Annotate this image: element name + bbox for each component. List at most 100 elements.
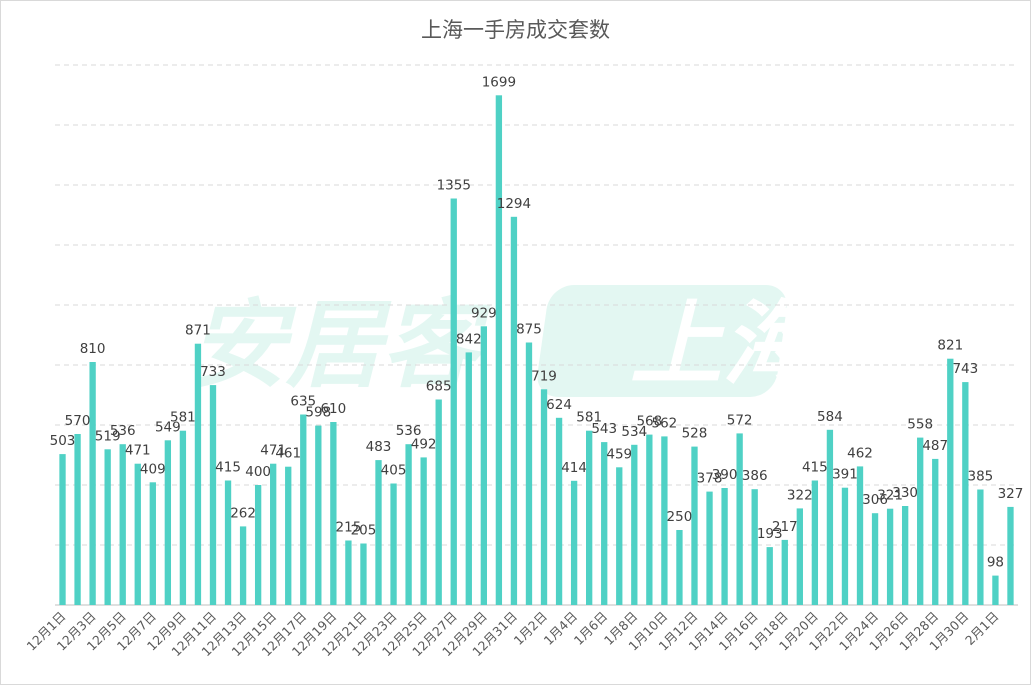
data-label: 624	[546, 397, 572, 413]
bar	[254, 485, 262, 605]
data-label: 250	[667, 509, 693, 525]
data-label: 719	[531, 368, 557, 384]
data-label: 215	[336, 520, 362, 536]
data-label: 543	[591, 421, 617, 437]
data-label: 385	[967, 469, 993, 485]
bar	[631, 444, 638, 605]
data-label: 534	[621, 424, 647, 440]
bar	[209, 385, 217, 605]
bar	[450, 198, 457, 605]
data-label: 558	[907, 417, 933, 433]
data-label: 492	[411, 436, 437, 452]
bar	[691, 446, 698, 605]
x-tick-label: 2月1日	[962, 609, 1002, 649]
data-label: 685	[426, 379, 452, 395]
data-label: 743	[952, 361, 978, 377]
data-label: 322	[787, 487, 813, 503]
data-label: 471	[125, 443, 151, 459]
bar	[270, 463, 277, 605]
data-label: 1355	[437, 178, 471, 194]
bar	[435, 399, 442, 605]
bar	[586, 430, 593, 605]
data-label: 306	[862, 492, 888, 508]
bar	[661, 436, 668, 605]
bar	[646, 434, 653, 605]
data-label: 570	[65, 413, 91, 429]
data-label: 409	[140, 461, 166, 477]
data-label: 321	[877, 488, 903, 504]
bar	[525, 342, 533, 605]
data-label: 562	[652, 415, 678, 431]
data-label: 1699	[482, 74, 516, 90]
bar	[285, 466, 292, 605]
bar	[1007, 506, 1014, 605]
bar	[134, 463, 141, 605]
data-label: 378	[697, 471, 723, 487]
watermark: 安居客 上海	[190, 285, 827, 401]
data-label: 842	[456, 331, 482, 347]
bar	[917, 437, 924, 605]
chart-title: 上海一手房成交套数	[421, 18, 610, 42]
data-label: 400	[245, 464, 271, 480]
bar	[164, 440, 172, 605]
bar	[766, 547, 773, 605]
bar	[962, 382, 969, 605]
bar	[405, 444, 412, 605]
watermark-city-text: 上海	[630, 291, 827, 398]
bar	[59, 454, 66, 605]
watermark-badge	[537, 285, 787, 397]
bar	[901, 506, 909, 605]
data-label: 386	[742, 468, 768, 484]
bar	[811, 480, 819, 605]
bar	[179, 430, 187, 605]
bar	[390, 483, 397, 605]
data-label: 581	[170, 410, 196, 426]
bar	[781, 539, 788, 605]
bar	[540, 389, 548, 605]
data-label: 217	[772, 519, 798, 535]
data-label: 415	[215, 460, 241, 476]
data-label: 405	[381, 463, 407, 479]
data-label: 330	[892, 485, 918, 501]
bar	[239, 526, 247, 605]
data-label: 610	[320, 401, 346, 417]
data-label: 414	[561, 460, 587, 476]
bar	[420, 457, 427, 605]
data-label: 871	[185, 323, 211, 339]
data-label: 483	[366, 439, 392, 455]
data-label: 598	[305, 405, 331, 421]
bar	[570, 480, 578, 605]
data-label: 462	[847, 445, 873, 461]
bar	[510, 216, 518, 606]
bar	[104, 449, 111, 605]
data-label: 487	[922, 438, 948, 454]
bar	[300, 414, 307, 605]
bar	[886, 508, 894, 605]
bar	[555, 417, 563, 605]
data-label: 528	[682, 426, 708, 442]
bar	[224, 480, 232, 605]
data-label: 584	[817, 409, 843, 425]
data-label: 635	[290, 394, 316, 410]
bar	[736, 433, 743, 605]
bar	[992, 575, 999, 605]
data-label: 503	[50, 433, 76, 449]
bar	[315, 425, 322, 605]
data-label: 568	[636, 414, 662, 430]
data-label: 391	[832, 467, 858, 483]
data-label: 262	[230, 505, 256, 521]
data-label: 98	[987, 555, 1004, 571]
data-label: 205	[351, 523, 377, 539]
bar	[947, 358, 954, 605]
data-label: 733	[200, 364, 226, 380]
bar	[480, 326, 487, 605]
bar	[194, 343, 202, 605]
bar	[119, 444, 126, 605]
bar	[601, 442, 608, 605]
bar	[721, 488, 728, 605]
bar	[375, 460, 382, 605]
data-label: 810	[80, 341, 106, 357]
bar	[149, 482, 156, 605]
data-label: 536	[396, 423, 422, 439]
